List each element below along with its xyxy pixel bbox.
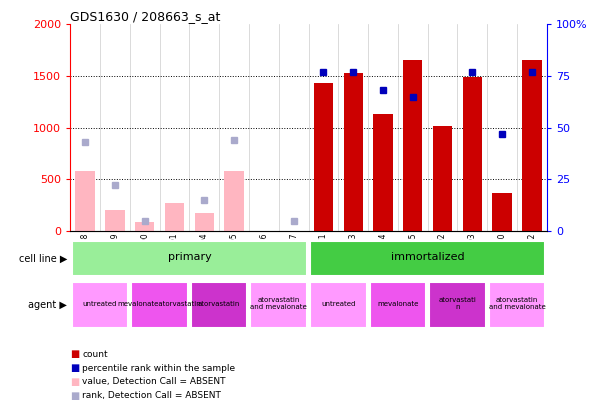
- Bar: [131, 282, 188, 328]
- Text: mevalonate: mevalonate: [377, 301, 419, 307]
- Text: percentile rank within the sample: percentile rank within the sample: [82, 364, 236, 373]
- Bar: [105, 210, 125, 231]
- Bar: [314, 83, 333, 231]
- Text: agent ▶: agent ▶: [28, 300, 67, 309]
- Text: GDS1630 / 208663_s_at: GDS1630 / 208663_s_at: [70, 10, 221, 23]
- Bar: [76, 171, 95, 231]
- Text: mevalonateatorvastatin: mevalonateatorvastatin: [118, 301, 202, 307]
- Text: untreated: untreated: [321, 301, 356, 307]
- Text: ■: ■: [70, 350, 79, 359]
- Text: ■: ■: [70, 391, 79, 401]
- Bar: [310, 241, 546, 275]
- Text: immortalized: immortalized: [391, 252, 464, 262]
- Text: atorvastatin
and mevalonate: atorvastatin and mevalonate: [489, 297, 546, 310]
- Bar: [373, 114, 393, 231]
- Bar: [343, 73, 363, 231]
- Bar: [191, 282, 247, 328]
- Text: ■: ■: [70, 363, 79, 373]
- Bar: [224, 171, 244, 231]
- Text: rank, Detection Call = ABSENT: rank, Detection Call = ABSENT: [82, 391, 221, 400]
- Bar: [429, 282, 486, 328]
- Text: untreated: untreated: [83, 301, 117, 307]
- Bar: [492, 193, 512, 231]
- Text: atorvastati
n: atorvastati n: [439, 297, 477, 310]
- Bar: [370, 282, 426, 328]
- Bar: [522, 60, 541, 231]
- Bar: [251, 282, 307, 328]
- Bar: [489, 282, 546, 328]
- Text: atorvastatin: atorvastatin: [198, 301, 240, 307]
- Bar: [165, 203, 184, 231]
- Text: cell line ▶: cell line ▶: [19, 254, 67, 263]
- Bar: [71, 282, 128, 328]
- Bar: [71, 241, 307, 275]
- Text: count: count: [82, 350, 108, 359]
- Bar: [463, 77, 482, 231]
- Bar: [135, 222, 155, 231]
- Text: ■: ■: [70, 377, 79, 387]
- Bar: [310, 282, 367, 328]
- Bar: [403, 60, 422, 231]
- Text: value, Detection Call = ABSENT: value, Detection Call = ABSENT: [82, 377, 226, 386]
- Bar: [433, 126, 452, 231]
- Bar: [195, 213, 214, 231]
- Text: primary: primary: [167, 252, 211, 262]
- Text: atorvastatin
and mevalonate: atorvastatin and mevalonate: [251, 297, 307, 310]
